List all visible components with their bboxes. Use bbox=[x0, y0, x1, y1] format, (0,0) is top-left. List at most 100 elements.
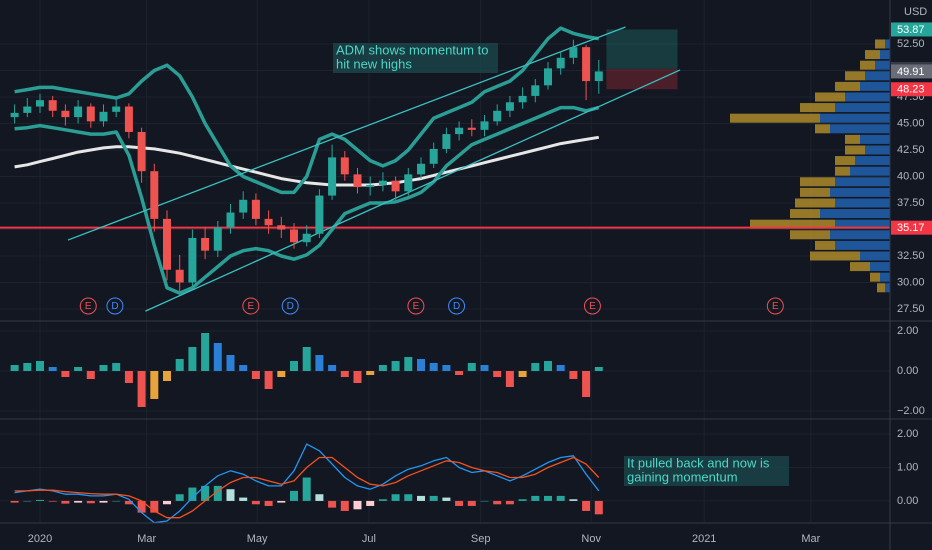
y-tick-label: 32.50 bbox=[897, 250, 925, 262]
histogram-bar bbox=[163, 500, 172, 505]
bar bbox=[556, 365, 565, 371]
candle-body bbox=[61, 110, 70, 118]
event-marker bbox=[79, 297, 97, 315]
candle-body bbox=[150, 171, 159, 219]
x-tick-label: Sep bbox=[471, 533, 491, 545]
currency-label: USD bbox=[904, 6, 927, 18]
x-tick-label: Mar bbox=[801, 533, 820, 545]
y-tick-label: 0.00 bbox=[897, 495, 918, 507]
candle-body bbox=[582, 47, 591, 82]
histogram-bar bbox=[455, 500, 464, 506]
candle-body bbox=[188, 237, 197, 283]
candle-body bbox=[569, 47, 578, 58]
bar bbox=[188, 347, 197, 371]
volume-profile-up bbox=[835, 103, 890, 113]
bar bbox=[124, 371, 133, 383]
bar bbox=[10, 365, 19, 371]
candle-body bbox=[467, 127, 476, 130]
bar bbox=[36, 361, 45, 371]
event-label: E bbox=[772, 301, 779, 312]
histogram-bar bbox=[150, 500, 159, 513]
histogram-bar bbox=[391, 494, 400, 501]
x-tick-label: Nov bbox=[581, 533, 601, 545]
volume-profile-down bbox=[795, 198, 835, 208]
candle-body bbox=[543, 68, 552, 86]
histogram-bar bbox=[582, 500, 591, 511]
candle-body bbox=[302, 233, 311, 243]
event-label: D bbox=[287, 301, 294, 312]
y-tick-label: 42.50 bbox=[897, 144, 925, 156]
histogram-bar bbox=[480, 500, 489, 502]
candle-body bbox=[594, 71, 603, 82]
candle-body bbox=[556, 57, 565, 69]
volume-profile-up bbox=[835, 219, 890, 229]
bar bbox=[315, 355, 324, 371]
annotation-box bbox=[624, 456, 789, 486]
volume-profile-up bbox=[820, 209, 890, 219]
volume-profile-up bbox=[835, 240, 890, 250]
histogram-bar bbox=[543, 495, 552, 501]
volume-profile-up bbox=[875, 60, 890, 70]
bar bbox=[391, 361, 400, 371]
candle-body bbox=[163, 218, 172, 270]
bar bbox=[455, 371, 464, 375]
candle-body bbox=[328, 157, 337, 196]
volume-profile-down bbox=[870, 272, 880, 282]
bar bbox=[86, 371, 95, 379]
volume-profile-down bbox=[790, 209, 820, 219]
volume-profile-up bbox=[860, 134, 890, 144]
histogram-bar bbox=[86, 500, 95, 504]
x-tick-label: Mar bbox=[137, 533, 156, 545]
histogram-bar bbox=[124, 500, 133, 505]
event-label: E bbox=[589, 301, 596, 312]
histogram-bar bbox=[213, 485, 222, 501]
histogram-bar bbox=[315, 494, 324, 501]
volume-profile-down bbox=[800, 177, 835, 187]
candle-body bbox=[48, 100, 57, 111]
candle-body bbox=[289, 229, 298, 243]
volume-profile-up bbox=[865, 71, 890, 81]
candle-body bbox=[264, 218, 273, 226]
bar bbox=[531, 363, 540, 371]
volume-profile-up bbox=[830, 124, 890, 134]
histogram-bar bbox=[340, 500, 349, 511]
candle-body bbox=[124, 106, 133, 132]
histogram-bar bbox=[569, 499, 578, 501]
indicator-line bbox=[14, 135, 600, 187]
volume-profile-down bbox=[800, 103, 835, 113]
histogram-bar bbox=[353, 500, 362, 510]
event-marker bbox=[583, 297, 601, 315]
histogram-bar bbox=[404, 494, 413, 501]
bar bbox=[442, 365, 451, 371]
histogram-bar bbox=[23, 500, 32, 502]
candle-body bbox=[480, 121, 489, 130]
candle-body bbox=[10, 112, 19, 118]
histogram-bar bbox=[61, 500, 70, 504]
bar bbox=[289, 361, 298, 371]
volume-profile-down bbox=[877, 283, 885, 293]
candle-body bbox=[531, 85, 540, 96]
candle-body bbox=[340, 157, 349, 175]
bar bbox=[416, 359, 425, 371]
event-marker bbox=[106, 297, 124, 315]
volume-profile-up bbox=[885, 39, 890, 49]
candle-body bbox=[74, 106, 83, 118]
bar bbox=[328, 365, 337, 371]
candle-body bbox=[353, 174, 362, 188]
volume-profile-down bbox=[835, 81, 860, 91]
bar bbox=[340, 371, 349, 377]
x-tick-label: May bbox=[247, 533, 268, 545]
bar bbox=[112, 363, 121, 371]
annotation-text: gaining momentum bbox=[627, 469, 738, 484]
x-tick-label: 2021 bbox=[692, 533, 716, 545]
bar bbox=[74, 367, 83, 371]
candle-body bbox=[455, 127, 464, 135]
bar bbox=[353, 371, 362, 383]
event-label: E bbox=[85, 301, 92, 312]
histogram-bar bbox=[239, 497, 248, 501]
histogram-bar bbox=[251, 500, 260, 505]
candle-body bbox=[86, 106, 95, 122]
candle-body bbox=[315, 195, 324, 234]
